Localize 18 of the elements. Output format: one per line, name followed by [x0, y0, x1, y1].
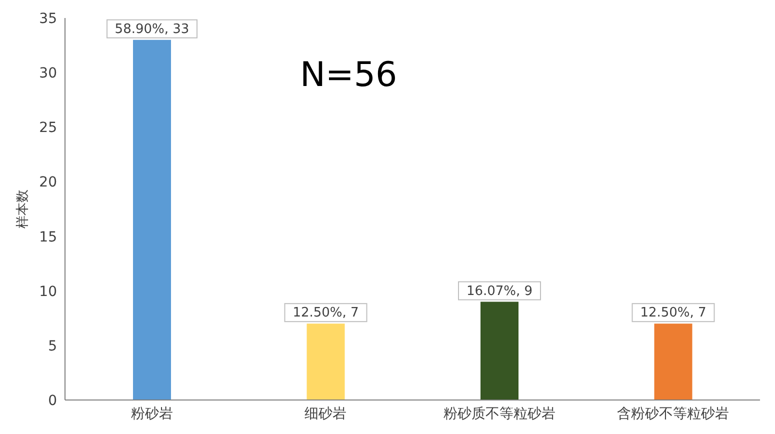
x-tick-label: 粉砂岩 — [130, 406, 173, 422]
data-label: 58.90%, 33 — [114, 22, 190, 37]
y-tick-label: 25 — [39, 120, 57, 136]
y-tick-label: 35 — [39, 10, 57, 27]
y-tick-label: 30 — [39, 66, 57, 82]
x-tick-label: 含粉砂不等粒砂岩 — [617, 406, 730, 422]
x-tick-label: 细砂岩 — [304, 406, 347, 422]
data-label: 16.07%, 9 — [466, 284, 533, 299]
x-tick-label: 粉砂质不等粒砂岩 — [443, 406, 556, 422]
y-axis-title: 样本数 — [16, 190, 31, 228]
data-label: 12.50%, 7 — [292, 306, 359, 321]
y-tick-label: 0 — [48, 392, 57, 409]
annotation: N=56 — [300, 55, 398, 95]
y-tick-label: 5 — [48, 338, 57, 354]
y-tick-label: 20 — [39, 174, 57, 191]
y-tick-label: 10 — [39, 284, 57, 300]
y-tick-label: 15 — [39, 229, 57, 246]
data-label: 12.50%, 7 — [640, 306, 706, 321]
